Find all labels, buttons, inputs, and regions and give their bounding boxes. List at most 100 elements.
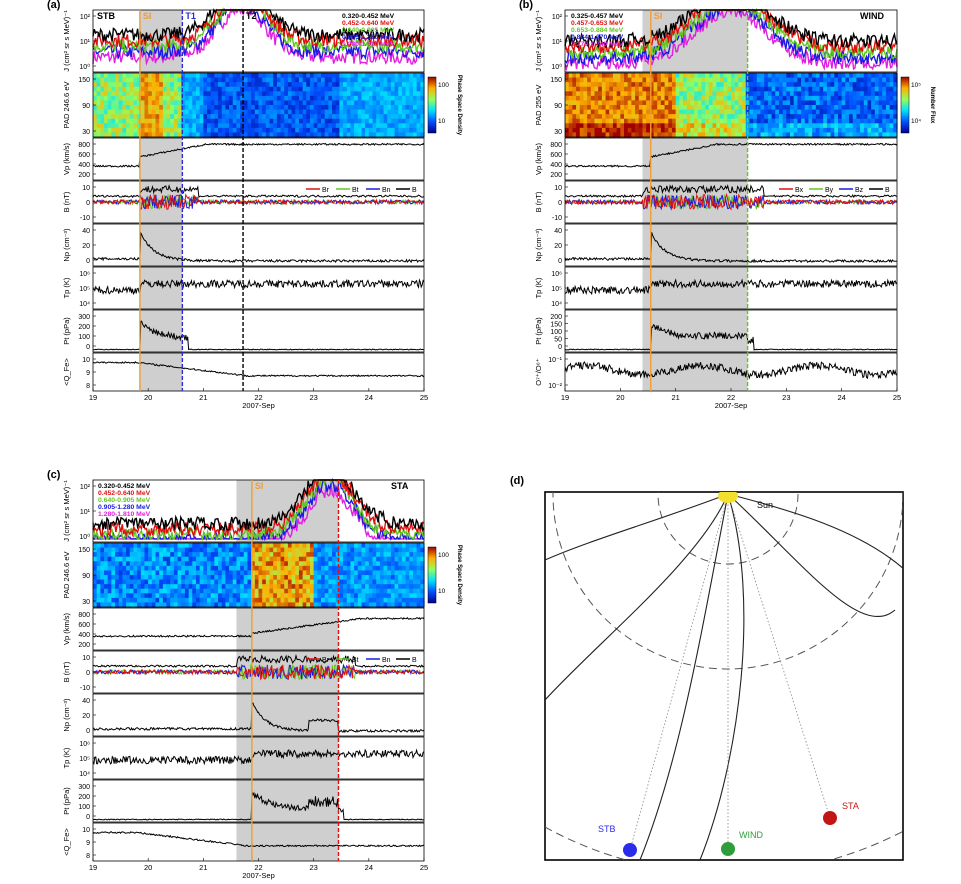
pad-cell — [412, 105, 418, 111]
pad-cell — [738, 82, 743, 88]
pad-cell — [265, 597, 271, 604]
pad-cell — [767, 82, 773, 88]
pad-cell — [218, 123, 223, 129]
pad-cell — [767, 77, 773, 83]
pad-cell — [379, 584, 385, 590]
pad-cell — [129, 86, 135, 92]
pad-cell — [716, 77, 721, 83]
pad-cell — [420, 547, 425, 553]
pad-cell — [830, 73, 835, 79]
pad-cell — [295, 77, 300, 83]
pad-cell — [122, 547, 127, 553]
pad-cell — [719, 95, 725, 102]
pad-cell — [719, 82, 725, 88]
pad-cell — [107, 556, 112, 562]
pad-cell — [686, 73, 692, 79]
pad-cell — [568, 100, 573, 106]
pad-cell — [727, 86, 732, 92]
pad-cell — [170, 100, 175, 106]
pad-cell — [339, 556, 344, 562]
pad-cell — [753, 95, 758, 102]
pad-cell — [306, 602, 311, 608]
pad-cell — [306, 127, 311, 134]
pad-cell — [346, 561, 352, 567]
pad-cell — [874, 77, 880, 83]
pad-cell — [420, 597, 425, 604]
pad-cell — [133, 543, 138, 549]
pad-cell — [405, 543, 410, 549]
pad-cell — [291, 123, 296, 129]
pad-cell — [394, 118, 399, 124]
pad-cell — [627, 82, 632, 88]
pad-cell — [638, 91, 644, 97]
pt-trace — [93, 320, 425, 351]
pad-cell — [295, 127, 300, 134]
pad-cell — [302, 82, 307, 88]
pad-cell — [889, 118, 894, 124]
pad-cell — [376, 114, 381, 120]
pad-cell — [394, 82, 399, 88]
pad-cell — [694, 114, 699, 120]
pad-cell — [107, 127, 112, 134]
y-tick-label: 10⁶ — [551, 271, 562, 278]
pad-cell — [214, 118, 219, 124]
pad-cell — [232, 561, 238, 567]
pad-cell — [379, 91, 385, 97]
pad-cell — [734, 73, 739, 79]
pad-cell — [793, 132, 798, 138]
pad-cell — [350, 95, 355, 102]
pad-cell — [683, 73, 688, 79]
pad-cell — [731, 105, 736, 111]
pad-cell — [240, 543, 245, 549]
pad-cell — [284, 123, 289, 129]
pad-cell — [104, 565, 109, 572]
pad-cell — [107, 565, 112, 572]
pad-cell — [284, 114, 289, 120]
pad-cell — [218, 575, 223, 581]
pad-cell — [390, 552, 396, 558]
pad-cell — [177, 597, 182, 604]
pad-cell — [372, 132, 377, 138]
pad-cell — [207, 91, 212, 97]
pad-cell — [409, 588, 414, 594]
pad-cell — [273, 565, 278, 572]
pad-cell — [346, 570, 352, 576]
pad-cell — [394, 588, 399, 594]
pad-cell — [295, 118, 300, 124]
pad-cell — [416, 570, 421, 576]
pad-cell — [192, 114, 197, 120]
pad-cell — [830, 77, 835, 83]
pad-cell — [568, 77, 573, 83]
pad-cell — [236, 561, 241, 567]
pad-cell — [365, 73, 370, 79]
pad-cell — [605, 77, 610, 83]
pad-cell — [192, 73, 197, 79]
pad-cell — [173, 543, 179, 549]
pad-cell — [624, 95, 629, 102]
pad-cell — [387, 552, 392, 558]
pad-cell — [660, 82, 666, 88]
pad-cell — [716, 86, 721, 92]
pad-cell — [819, 82, 824, 88]
pad-cell — [181, 556, 186, 562]
pad-cell — [151, 95, 157, 102]
pad-cell — [93, 575, 98, 581]
pad-cell — [357, 100, 363, 106]
pad-cell — [218, 100, 223, 106]
pad-cell — [620, 86, 625, 92]
pad-cell — [332, 584, 337, 590]
pad-cell — [151, 100, 157, 106]
pad-cell — [771, 132, 776, 138]
pad-cell — [207, 570, 212, 576]
pad-cell — [357, 77, 363, 83]
pad-cell — [192, 593, 197, 599]
pad-cell — [159, 91, 164, 97]
pad-cell — [826, 123, 832, 129]
pad-cell — [170, 593, 175, 599]
pad-cell — [96, 109, 101, 115]
pad-cell — [401, 123, 407, 129]
pad-cell — [760, 77, 765, 83]
pad-cell — [151, 597, 157, 604]
pad-cell — [214, 588, 219, 594]
pad-cell — [405, 565, 410, 572]
